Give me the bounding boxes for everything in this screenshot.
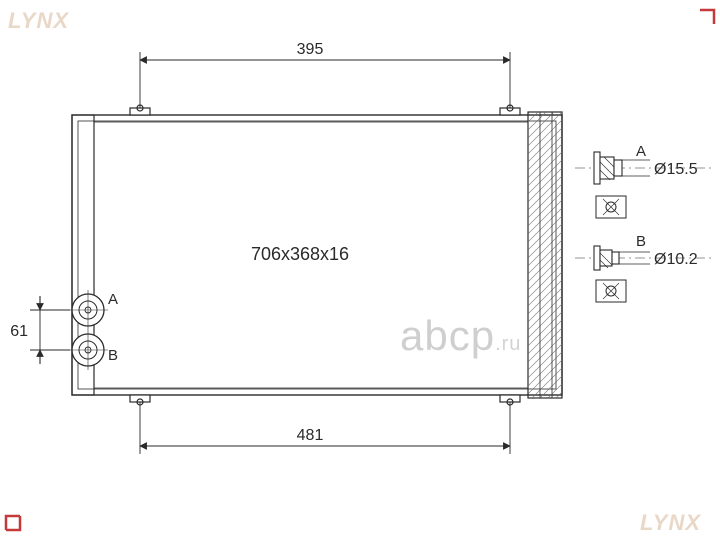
side-detail-B: B Ø10.2 [575, 233, 712, 302]
side-B-spec: Ø10.2 [654, 251, 698, 268]
svg-text:abcp.ru: abcp.ru [400, 312, 521, 359]
fitting-A-label: A [108, 291, 118, 308]
side-B-label: B [636, 233, 646, 250]
dim-top-value: 395 [297, 41, 324, 58]
dimension-top: 395 [140, 41, 510, 108]
brand-text-br: LYNX [640, 510, 701, 535]
side-detail-A: A Ø15.5 [575, 143, 712, 218]
brand-bottom-right: LYNX [640, 510, 701, 535]
brand-text-tl: LYNX [8, 8, 69, 33]
fitting-B: B [68, 330, 118, 370]
center-dimensions-text: 706x368x16 [251, 244, 349, 264]
fitting-B-label: B [108, 347, 118, 364]
brand-top-left: LYNX [8, 8, 69, 33]
dimension-left: 61 [10, 296, 70, 364]
watermark-suffix: .ru [495, 333, 521, 355]
side-A-label: A [636, 143, 646, 160]
dim-left-value: 61 [10, 323, 28, 340]
dimension-bottom: 481 [140, 402, 510, 454]
fitting-A: A [68, 290, 118, 330]
red-corner-tr [700, 10, 714, 24]
side-A-spec: Ø15.5 [654, 161, 698, 178]
watermark-main: abcp [400, 312, 495, 359]
dim-bottom-value: 481 [297, 427, 324, 444]
red-corner-bl [6, 516, 20, 530]
watermark: abcp.ru [400, 312, 521, 359]
